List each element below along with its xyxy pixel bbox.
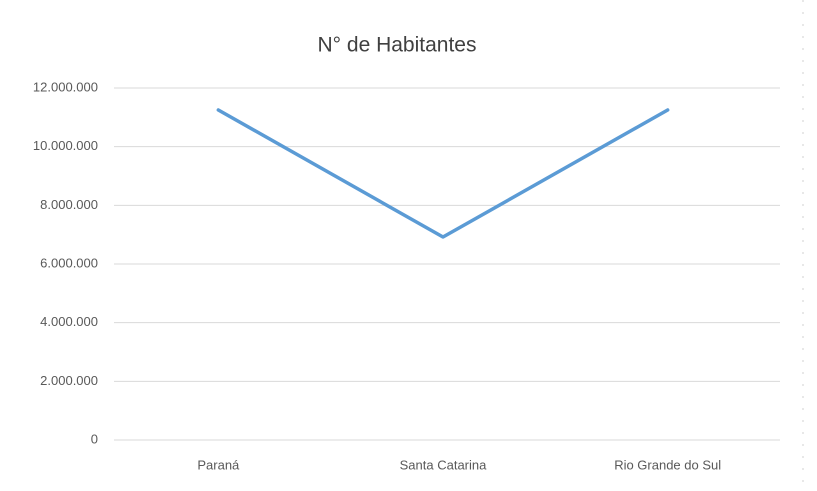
y-tick-label: 2.000.000 <box>40 373 98 388</box>
y-tick-label: 6.000.000 <box>40 255 98 270</box>
chart-title: N° de Habitantes <box>318 34 477 57</box>
y-tick-label: 10.000.000 <box>33 138 98 153</box>
line-series <box>216 108 670 239</box>
x-tick-label: Rio Grande do Sul <box>614 457 721 472</box>
y-tick-label: 0 <box>91 431 98 446</box>
x-tick-label: Paraná <box>197 457 240 472</box>
y-tick-label: 12.000.000 <box>33 79 98 94</box>
y-tick-label: 4.000.000 <box>40 314 98 329</box>
x-tick-label: Santa Catarina <box>400 457 487 472</box>
y-tick-label: 8.000.000 <box>40 197 98 212</box>
